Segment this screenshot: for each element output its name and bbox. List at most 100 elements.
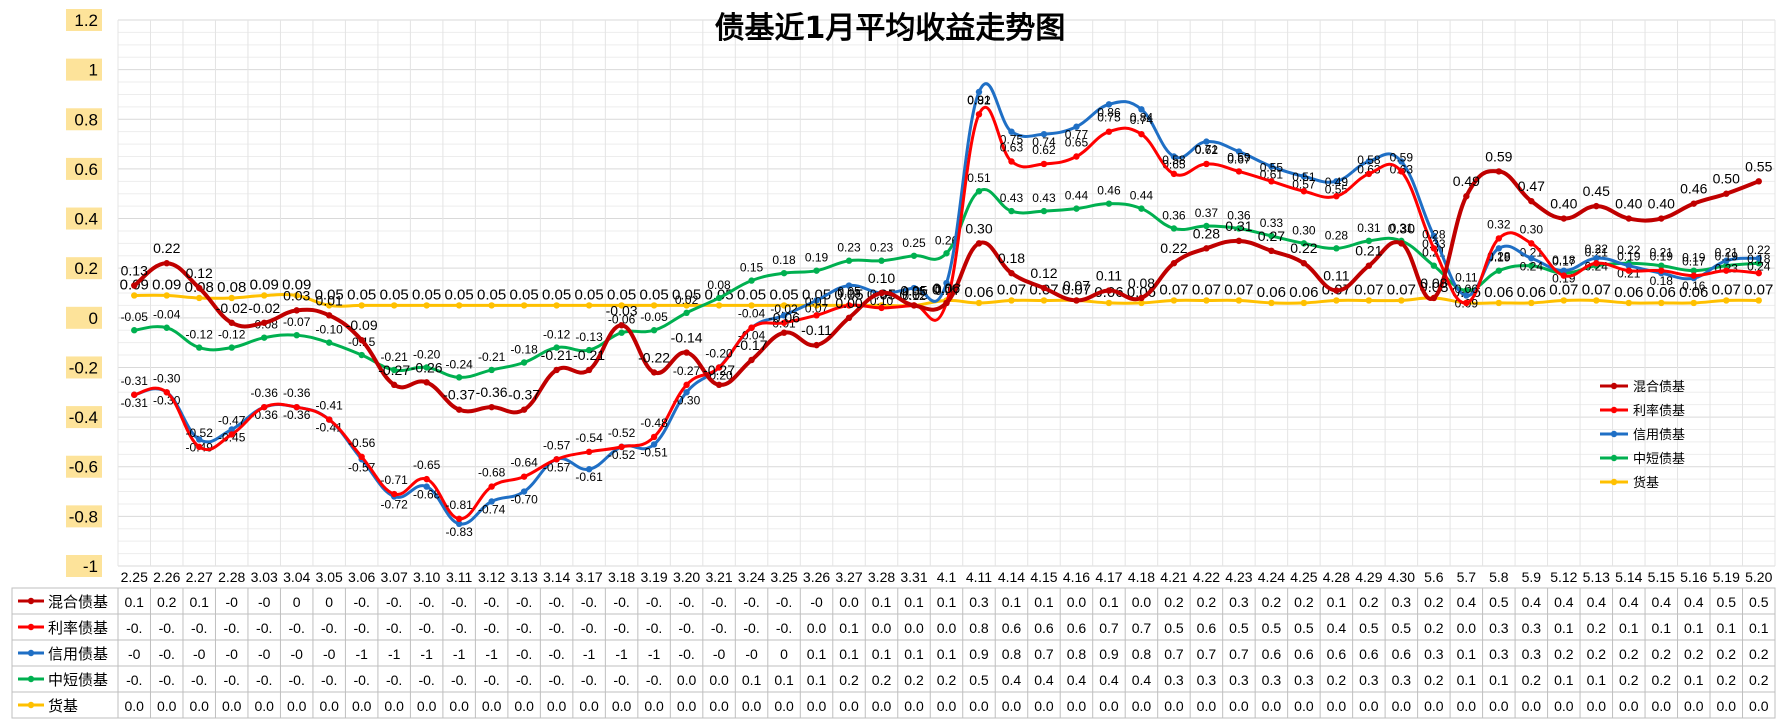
series-point — [1528, 240, 1535, 247]
data-label: 0.07 — [1549, 281, 1578, 298]
data-label: -0.21 — [573, 347, 605, 363]
series-point — [293, 292, 300, 299]
series-point — [748, 277, 755, 284]
series-point — [1203, 160, 1210, 168]
series-point — [910, 252, 918, 259]
series-point — [975, 240, 983, 247]
data-label: 0.11 — [1455, 271, 1478, 285]
series-point — [196, 436, 203, 443]
series-point — [423, 364, 430, 371]
x-tick-label: 4.1 — [937, 569, 957, 585]
table-cell: -0. — [548, 620, 564, 636]
data-label: 0.19 — [1650, 250, 1674, 264]
x-tick-label: 4.11 — [966, 569, 992, 585]
series-point — [1625, 215, 1632, 222]
series-point — [618, 329, 625, 336]
series-point — [1723, 267, 1730, 274]
table-cell: 0.1 — [1457, 672, 1477, 688]
x-tick-label: 3.21 — [705, 569, 732, 585]
data-label: 0.22 — [1160, 240, 1187, 256]
series-point — [650, 327, 658, 334]
table-key-point — [27, 649, 35, 657]
data-label: 0.82 — [967, 93, 991, 107]
data-label: 0.06 — [933, 280, 960, 296]
series-point — [261, 319, 268, 326]
data-label: -0.06 — [608, 313, 636, 327]
table-cell: -0. — [256, 672, 272, 688]
data-label: 0.45 — [1583, 183, 1610, 199]
x-tick-label: 4.30 — [1388, 569, 1415, 585]
data-label: -0.07 — [283, 315, 311, 329]
table-cell: -1 — [485, 646, 498, 662]
table-cell: -0. — [386, 672, 402, 688]
table-cell: 0.0 — [644, 698, 664, 714]
x-tick-label: 5.7 — [1457, 569, 1477, 585]
series-line — [133, 105, 1759, 521]
x-tick-label: 3.25 — [770, 569, 797, 585]
data-label: -0.52 — [186, 426, 214, 440]
data-label: 0.84 — [1130, 110, 1154, 124]
series-point — [131, 292, 138, 299]
series-point — [1300, 188, 1308, 195]
series-point — [1008, 269, 1015, 277]
table-cell: 0.1 — [774, 672, 794, 688]
data-label: 0.12 — [186, 265, 213, 281]
table-cell: -0. — [678, 594, 694, 610]
table-cell: 0.1 — [1489, 672, 1509, 688]
series-point — [1528, 255, 1535, 262]
series-point — [261, 292, 268, 299]
data-label: 0.21 — [1650, 246, 1674, 260]
series-point — [1430, 232, 1438, 240]
table-cell: -0. — [646, 620, 662, 636]
table-cell: 0.1 — [904, 646, 924, 662]
x-tick-label: 3.28 — [868, 569, 895, 585]
data-label: 0.22 — [1747, 243, 1771, 257]
table-cell: 0.3 — [969, 594, 989, 610]
series-point — [131, 282, 138, 289]
table-cell: -0. — [418, 672, 434, 688]
data-label: -0.02 — [248, 300, 280, 316]
series-point — [423, 475, 430, 483]
data-label: 0.55 — [1745, 158, 1772, 174]
data-label: 0.12 — [902, 289, 926, 303]
series-point — [943, 299, 950, 307]
data-label: 0.74 — [1032, 135, 1056, 149]
data-label: -0.12 — [186, 328, 214, 342]
series-point — [1008, 297, 1015, 304]
table-cell: 0.6 — [1002, 620, 1022, 636]
series-point — [1365, 237, 1373, 245]
x-tick-label: 4.17 — [1095, 569, 1122, 585]
series-point — [748, 324, 755, 331]
series-point — [845, 302, 853, 309]
series-point — [618, 443, 625, 451]
data-label: 0.21 — [1585, 246, 1609, 260]
table-row-header: 中短债基 — [48, 671, 108, 689]
table-cell: 0.5 — [1262, 620, 1282, 636]
data-label: 0.17 — [1682, 255, 1706, 269]
data-label: -0.48 — [640, 416, 668, 430]
data-label: -0.37 — [508, 387, 540, 403]
table-cell: 0.0 — [319, 698, 339, 714]
table-key-point — [27, 597, 35, 605]
data-label: 0.24 — [1747, 259, 1771, 273]
x-tick-label: 4.24 — [1258, 569, 1285, 585]
series-point — [618, 322, 625, 329]
table-cell: 0.0 — [1359, 698, 1379, 714]
table-cell: -0. — [776, 594, 792, 610]
table-cell: -0. — [678, 646, 694, 662]
series-point — [878, 289, 885, 297]
x-tick-label: 3.14 — [543, 569, 570, 585]
data-label: 0.27 — [1258, 228, 1285, 244]
series-point — [228, 426, 235, 433]
series-point — [715, 294, 723, 302]
series-point — [196, 344, 203, 351]
table-cell: 0.4 — [1619, 594, 1639, 610]
series-point — [748, 302, 755, 309]
data-label: 0.43 — [1000, 191, 1024, 205]
table-cell: 0.4 — [1554, 594, 1574, 610]
x-tick-label: 5.19 — [1713, 569, 1740, 585]
series-point — [261, 403, 268, 411]
series-point — [358, 351, 365, 359]
table-cell: -1 — [388, 646, 401, 662]
x-tick-label: 3.20 — [673, 569, 700, 585]
